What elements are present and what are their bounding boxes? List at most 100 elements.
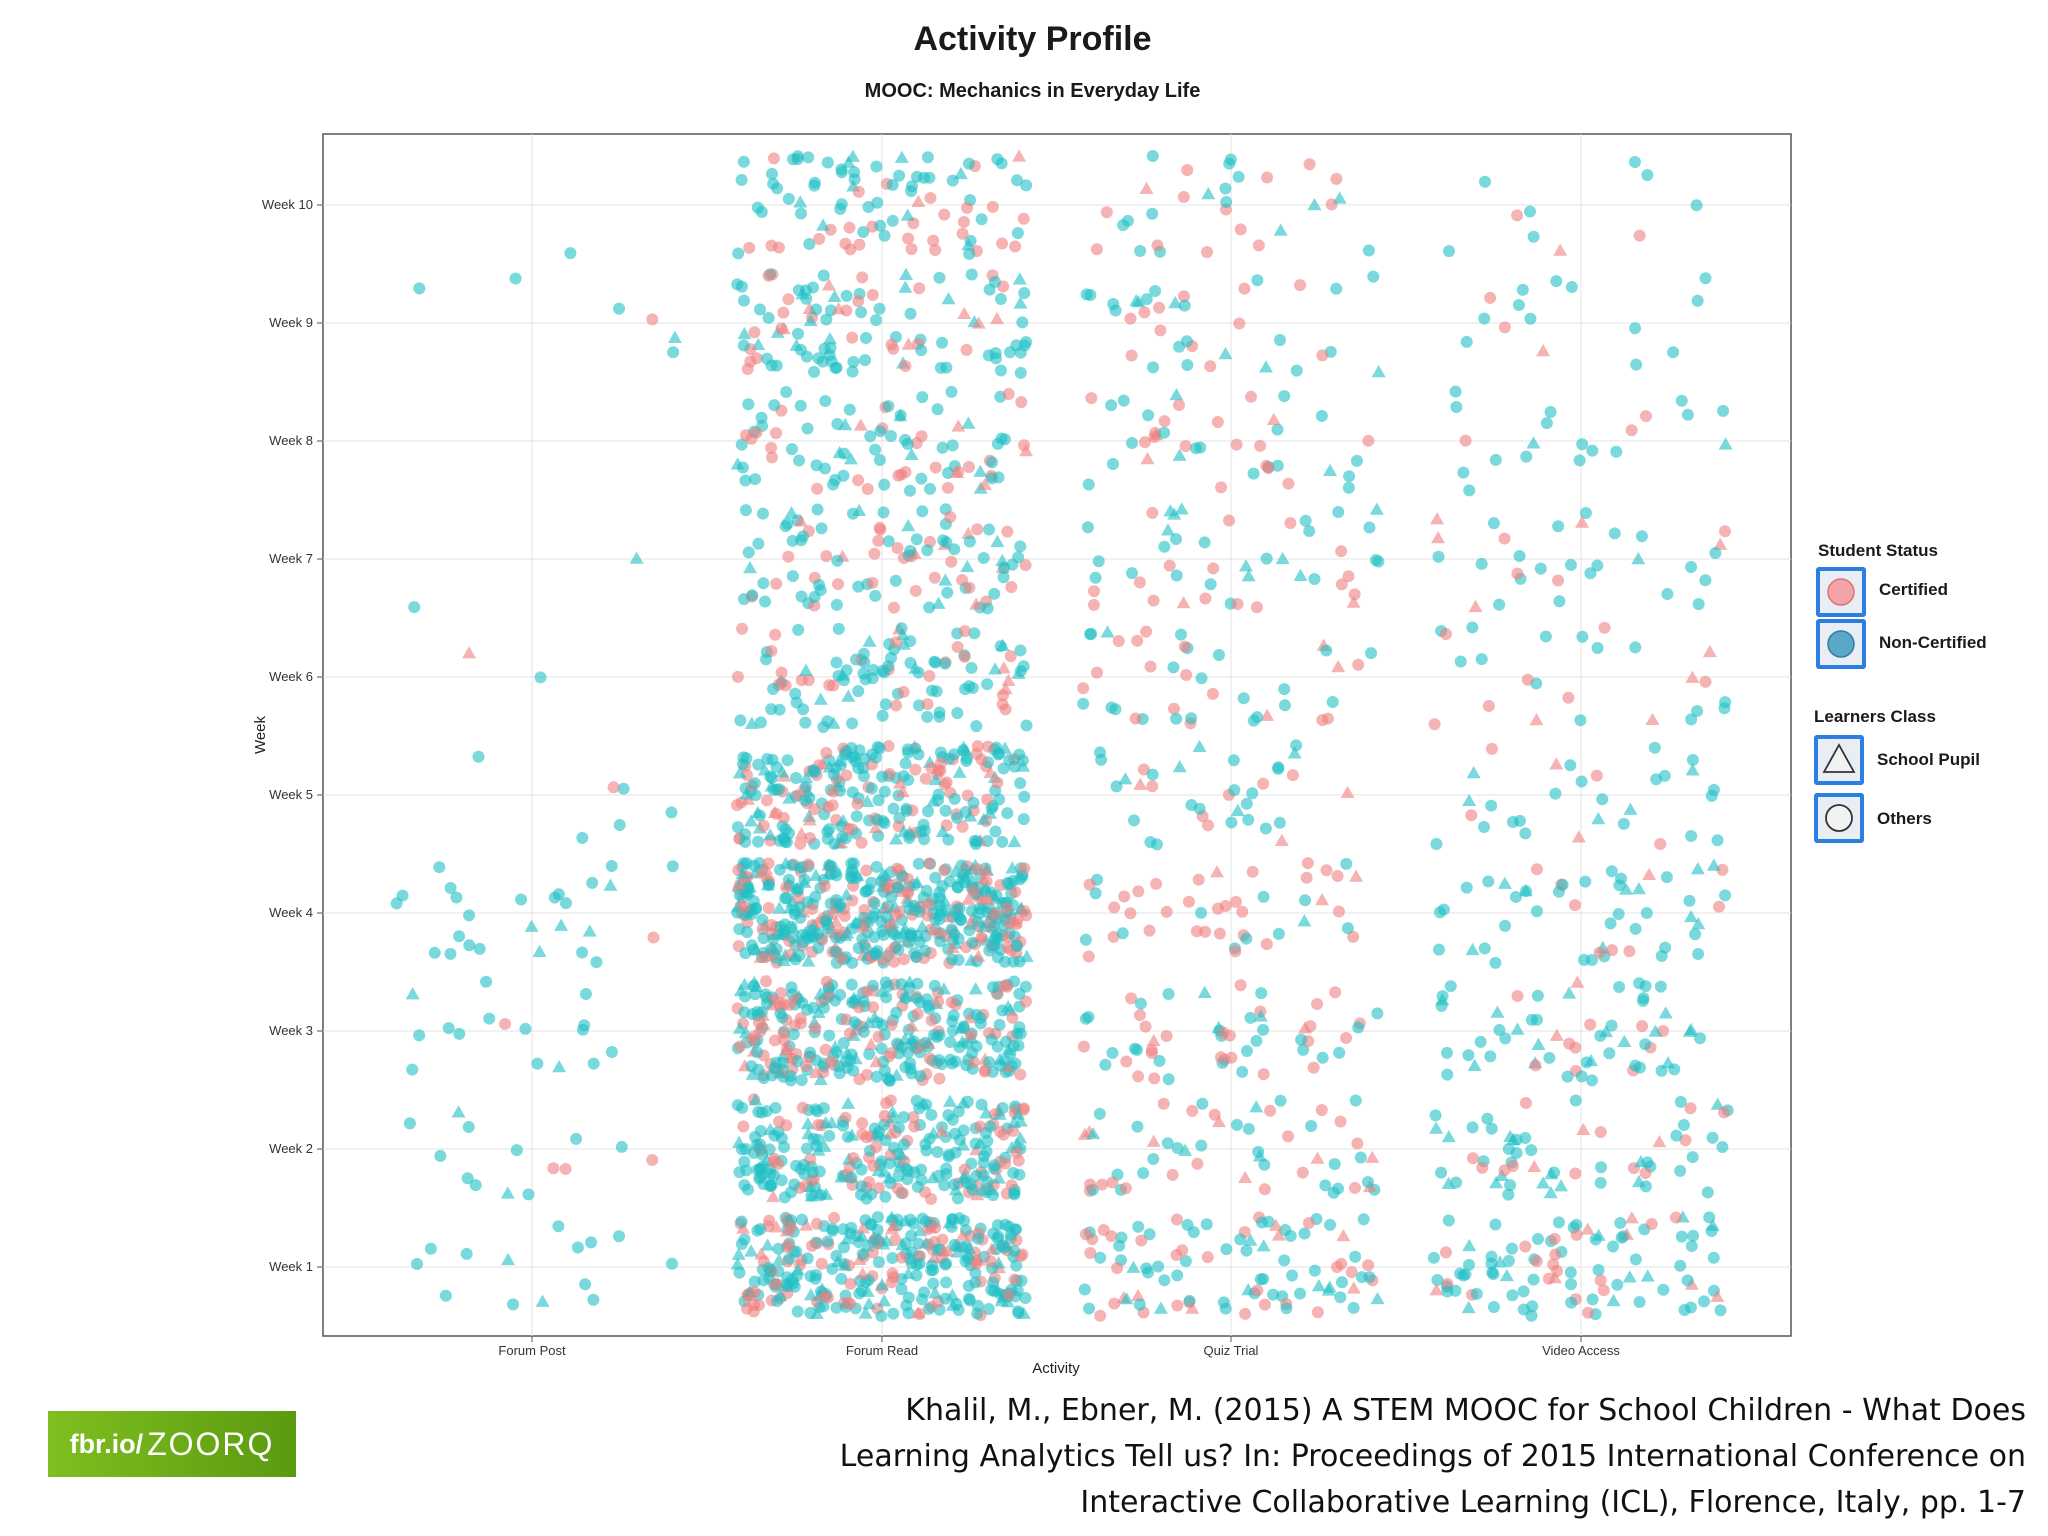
- point-other: [1146, 768, 1159, 781]
- point-other: [922, 1302, 935, 1315]
- point-other: [1431, 1274, 1444, 1287]
- point-other: [812, 941, 825, 954]
- point-other: [982, 1302, 995, 1315]
- point-school-pupil: [1139, 181, 1154, 195]
- point-other: [820, 550, 833, 563]
- point-school-pupil: [1691, 916, 1706, 930]
- point-other: [1206, 687, 1219, 700]
- y-tick-label: Week 5: [269, 787, 313, 802]
- point-school-pupil: [1346, 1281, 1361, 1294]
- point-other: [793, 900, 806, 913]
- point-other: [786, 932, 799, 945]
- point-other: [797, 1158, 810, 1171]
- point-other: [752, 758, 765, 771]
- point-other: [735, 1215, 748, 1228]
- point-school-pupil: [869, 1055, 884, 1068]
- point-other: [822, 1291, 835, 1304]
- point-school-pupil: [988, 662, 1003, 675]
- point-other: [857, 647, 870, 660]
- point-other: [869, 1141, 882, 1154]
- point-other: [739, 474, 752, 487]
- point-other: [778, 1140, 791, 1153]
- point-other: [805, 1239, 818, 1252]
- point-other: [1504, 1179, 1517, 1192]
- point-other: [739, 947, 752, 960]
- point-other: [764, 943, 777, 956]
- point-school-pupil: [799, 1218, 814, 1231]
- point-other: [933, 706, 946, 719]
- point-other: [1017, 660, 1030, 673]
- point-other: [829, 994, 842, 1007]
- point-school-pupil: [1013, 1131, 1028, 1144]
- point-other: [757, 819, 770, 832]
- point-other: [890, 636, 903, 649]
- point-school-pupil: [800, 1117, 815, 1130]
- point-other: [971, 740, 984, 753]
- point-other: [396, 889, 409, 902]
- point-other: [1257, 1023, 1270, 1036]
- point-other: [833, 1067, 846, 1080]
- point-other: [1011, 227, 1024, 240]
- point-other: [1612, 908, 1625, 921]
- point-other: [1152, 1260, 1165, 1273]
- point-other: [782, 1239, 795, 1252]
- point-other: [983, 1056, 996, 1069]
- point-other: [1691, 704, 1704, 717]
- badge-prefix: fbr.io/: [69, 1428, 144, 1459]
- point-other: [1606, 1240, 1619, 1253]
- point-other: [1212, 649, 1225, 662]
- point-school-pupil: [889, 832, 904, 845]
- point-school-pupil: [1201, 187, 1216, 200]
- point-other: [1634, 1061, 1646, 1074]
- point-other: [1079, 933, 1092, 946]
- point-other: [1521, 673, 1534, 686]
- point-other: [1363, 521, 1376, 534]
- point-other: [762, 1261, 775, 1274]
- point-other: [994, 293, 1007, 306]
- point-school-pupil: [1013, 296, 1028, 309]
- point-other: [786, 443, 799, 456]
- point-school-pupil: [896, 637, 911, 650]
- point-other: [819, 462, 832, 475]
- point-other: [1191, 1157, 1204, 1170]
- point-other: [1660, 871, 1673, 884]
- point-school-pupil: [1718, 437, 1733, 450]
- point-other: [785, 981, 798, 994]
- point-other: [765, 918, 778, 931]
- point-other: [1485, 1257, 1498, 1270]
- point-other: [1442, 245, 1455, 258]
- point-other: [1294, 279, 1307, 292]
- point-other: [1271, 459, 1284, 472]
- point-other: [1246, 787, 1259, 800]
- point-school-pupil: [1197, 985, 1212, 998]
- point-other: [1089, 571, 1102, 584]
- point-other: [809, 1022, 822, 1035]
- point-other: [1010, 917, 1023, 930]
- point-other: [1334, 1115, 1347, 1128]
- point-other: [910, 1269, 923, 1282]
- point-school-pupil: [1633, 1155, 1648, 1168]
- point-other: [1011, 174, 1024, 187]
- point-other: [1333, 1046, 1346, 1059]
- point-other: [1286, 769, 1299, 782]
- point-other: [770, 427, 783, 440]
- point-other: [875, 1310, 888, 1323]
- point-other: [1116, 927, 1129, 940]
- point-other: [991, 437, 1004, 450]
- point-school-pupil: [827, 289, 842, 303]
- point-other: [1100, 206, 1113, 219]
- point-other: [1195, 672, 1208, 685]
- point-other: [767, 1155, 780, 1168]
- point-other: [1257, 890, 1270, 903]
- point-other: [1107, 930, 1120, 943]
- point-other: [1278, 699, 1291, 712]
- point-other: [1635, 530, 1648, 543]
- point-other: [1689, 928, 1702, 941]
- point-other: [747, 1305, 760, 1318]
- point-other: [819, 1043, 832, 1056]
- point-other: [763, 1143, 776, 1156]
- short-link-badge[interactable]: fbr.io/ ZOORQ: [48, 1411, 296, 1477]
- point-other: [752, 835, 765, 848]
- point-other: [1213, 927, 1226, 940]
- point-other: [1273, 334, 1286, 347]
